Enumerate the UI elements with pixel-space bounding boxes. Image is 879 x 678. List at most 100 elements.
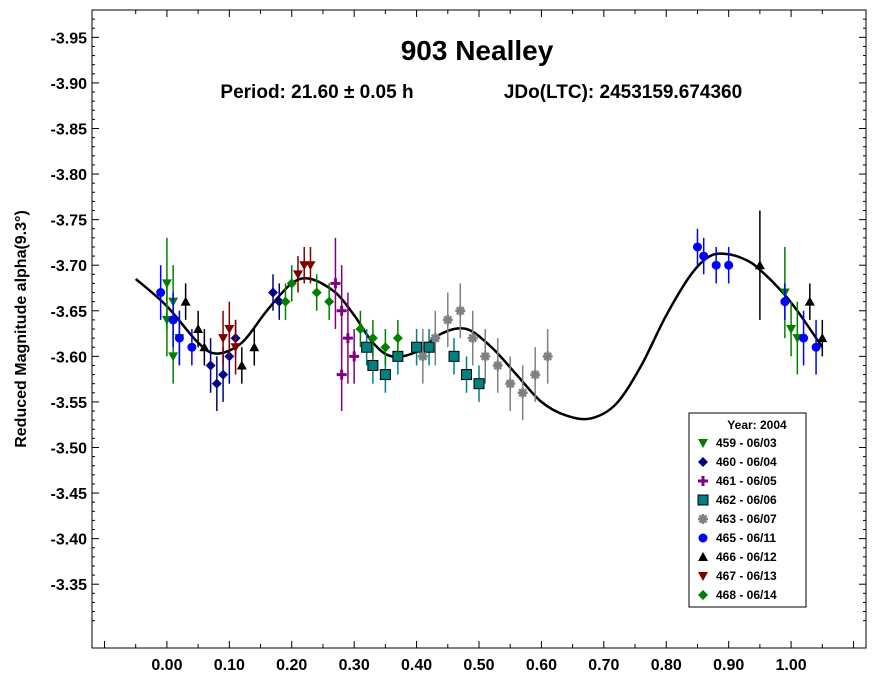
x-tick-label: 0.90: [713, 657, 744, 674]
y-tick-label: -3.35: [51, 577, 88, 594]
axis-ticks: 0.00 0.10 0.20 0.30 0.40 0.50 0.60 0.70 0.80 0.90…: [51, 10, 866, 674]
data-point-circle: [168, 315, 178, 325]
data-point-diamond: [380, 342, 391, 353]
legend-label: 459 - 06/03: [716, 436, 777, 450]
legend-title: Year: 2004: [727, 418, 787, 432]
data-point-asterisk: [542, 351, 553, 362]
y-tick-label: -3.85: [51, 121, 88, 138]
y-tick-label: -3.65: [51, 304, 88, 321]
y-tick-label: -3.60: [51, 349, 88, 366]
chart-subtitle-epoch: JDo(LTC): 2453159.674360: [504, 82, 742, 103]
x-tick-label: 0.30: [339, 657, 370, 674]
x-tick-label: 0.20: [276, 657, 307, 674]
data-point-circle: [692, 242, 702, 252]
data-point-diamond: [311, 287, 322, 298]
data-point-circle: [187, 342, 197, 352]
data-point-plus: [336, 305, 347, 316]
legend-marker: [698, 590, 708, 600]
data-point-asterisk: [417, 351, 428, 362]
y-tick-label: -3.70: [51, 258, 88, 275]
chart-title: 903 Nealley: [401, 35, 554, 66]
y-axis-label: Reduced Magnitude alpha(9.3°): [13, 210, 30, 448]
data-point-diamond: [274, 296, 285, 307]
data-point-circle: [799, 333, 809, 343]
data-point-circle: [724, 260, 734, 270]
y-tick-label: -3.95: [51, 30, 88, 47]
legend-label: 461 - 06/05: [716, 474, 777, 488]
legend-marker: [698, 439, 708, 448]
data-point-asterisk: [455, 305, 466, 316]
y-tick-label: -3.55: [51, 395, 88, 412]
data-point-square: [461, 369, 473, 381]
x-tick-label: 0.60: [526, 657, 557, 674]
data-point-square: [379, 369, 391, 381]
data-point-plus: [330, 278, 341, 289]
data-point-triangle-up: [236, 360, 247, 370]
data-point-diamond: [205, 360, 216, 371]
data-point-diamond: [211, 378, 222, 389]
legend-label: 462 - 06/06: [716, 493, 777, 507]
data-point-triangle-down: [292, 270, 303, 280]
legend-box: [688, 412, 807, 608]
data-point-asterisk: [505, 378, 516, 389]
x-tick-label: 0.10: [214, 657, 245, 674]
chart-subtitle-period: Period: 21.60 ± 0.05 h: [220, 82, 413, 103]
legend-label: 465 - 06/11: [716, 531, 776, 545]
data-point-triangle-up: [804, 296, 815, 306]
legend-label: 460 - 06/04: [716, 455, 777, 469]
data-point-asterisk: [492, 360, 503, 371]
data-point-circle: [780, 297, 790, 307]
data-point-diamond: [218, 369, 229, 380]
y-tick-label: -3.80: [51, 167, 88, 184]
legend-entries: 459 - 06/03 460 - 06/04 461 - 06/05 462 - 0…: [697, 436, 777, 602]
data-point-triangle-up: [754, 260, 765, 270]
data-point-triangle-up: [193, 324, 204, 333]
y-tick-label: -3.50: [51, 440, 88, 457]
data-point-triangle-up: [180, 296, 191, 306]
data-point-circle: [811, 342, 821, 352]
data-point-diamond: [355, 324, 366, 334]
legend-label: 466 - 06/12: [716, 550, 777, 564]
y-tick-label: -3.90: [51, 76, 88, 93]
data-point-diamond: [392, 333, 403, 344]
legend-marker: [698, 476, 708, 486]
legend-marker: [697, 494, 709, 506]
data-point-plus: [336, 369, 347, 380]
data-point-triangle-down: [224, 325, 235, 334]
x-tick-label: 0.80: [651, 657, 682, 674]
x-tick-label: 0.50: [463, 657, 494, 674]
data-point-plus: [349, 351, 360, 362]
data-point-asterisk: [467, 333, 478, 344]
x-tick-label: 0.70: [588, 657, 619, 674]
data-point-square: [473, 378, 485, 390]
legend-marker: [698, 572, 708, 581]
data-point-asterisk: [480, 351, 491, 362]
data-point-triangle-down: [305, 261, 316, 271]
data-point-plus: [342, 333, 353, 344]
data-point-asterisk: [430, 333, 441, 344]
legend-marker: [698, 457, 708, 467]
data-point-asterisk: [442, 314, 453, 325]
data-point-triangle-up: [199, 342, 210, 352]
data-point-circle: [711, 260, 721, 270]
legend-marker: [698, 514, 708, 524]
data-points: [156, 210, 828, 421]
y-tick-label: -3.45: [51, 486, 88, 503]
data-point-square: [361, 341, 373, 353]
data-point-triangle-up: [817, 333, 828, 343]
legend-marker: [698, 533, 708, 543]
data-point-circle: [699, 251, 709, 261]
x-tick-label: 1.00: [776, 657, 807, 674]
data-point-square: [423, 341, 435, 353]
data-point-diamond: [268, 287, 279, 298]
data-point-diamond: [286, 278, 297, 289]
data-point-triangle-down: [786, 325, 797, 334]
data-point-square: [411, 341, 423, 353]
legend-label: 468 - 06/14: [716, 588, 777, 602]
data-point-diamond: [280, 296, 291, 307]
y-tick-label: -3.40: [51, 532, 88, 549]
data-point-triangle-down: [168, 352, 179, 362]
legend-label: 467 - 06/13: [716, 569, 777, 583]
data-point-triangle-down: [230, 343, 241, 353]
